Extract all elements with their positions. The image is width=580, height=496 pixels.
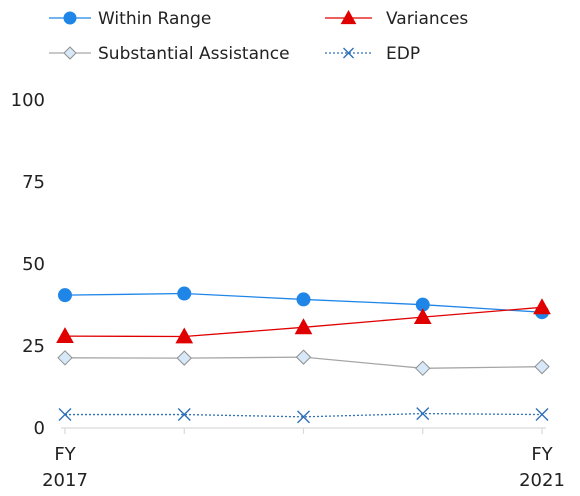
data-point-variances <box>413 308 432 325</box>
legend-item-substantial-assistance: Substantial Assistance <box>49 44 290 64</box>
x-tick-label-fy: FY <box>531 444 553 465</box>
data-point-edp <box>58 408 72 422</box>
data-point-substantial-assistance <box>534 358 550 375</box>
legend-item-within-range: Within Range <box>49 9 211 29</box>
data-point-substantial-assistance <box>415 360 431 377</box>
data-point-substantial-assistance <box>176 350 192 366</box>
series-variances <box>56 298 551 344</box>
data-point-substantial-assistance <box>57 350 73 366</box>
series-edp <box>58 407 549 424</box>
series-line-edp <box>65 412 543 418</box>
y-axis-ticks: 0 25 50 75 100 <box>11 90 45 439</box>
x-tick-label-fy: FY <box>54 444 76 465</box>
data-point-variances <box>175 327 194 344</box>
legend-label: Variances <box>386 9 468 29</box>
data-point-edp <box>177 408 191 422</box>
y-tick-label: 75 <box>22 172 45 193</box>
data-point-within-range <box>58 288 72 303</box>
data-point-variances <box>56 327 74 344</box>
legend-label: EDP <box>386 44 420 64</box>
legend-item-variances: Variances <box>325 9 468 29</box>
legend-marker <box>343 47 354 59</box>
data-point-edp <box>416 407 430 421</box>
data-point-edp <box>535 408 549 422</box>
x-axis: FY 2017 FY 2021 <box>42 427 565 491</box>
data-point-within-range <box>296 292 311 307</box>
legend-label: Within Range <box>98 9 211 29</box>
y-tick-label: 25 <box>22 336 45 357</box>
series-within-range <box>58 286 549 320</box>
data-point-edp <box>297 410 310 424</box>
legend: Within Range Variances Substantial Assista… <box>49 9 468 64</box>
legend-marker <box>340 9 357 25</box>
data-point-substantial-assistance <box>295 349 312 365</box>
series-substantial-assistance <box>57 349 550 377</box>
x-tick-label-year: 2017 <box>42 470 88 491</box>
legend-marker <box>63 11 77 25</box>
y-tick-label: 100 <box>11 90 45 111</box>
data-point-variances <box>533 298 551 315</box>
y-tick-label: 50 <box>22 254 45 275</box>
legend-label: Substantial Assistance <box>98 44 290 64</box>
series-layer <box>56 286 551 424</box>
y-tick-label: 0 <box>34 418 45 439</box>
legend-item-edp: EDP <box>325 44 420 64</box>
data-point-variances <box>294 318 313 335</box>
legend-marker <box>63 46 77 60</box>
x-tick-label-year: 2021 <box>519 470 565 491</box>
data-point-within-range <box>177 286 192 301</box>
